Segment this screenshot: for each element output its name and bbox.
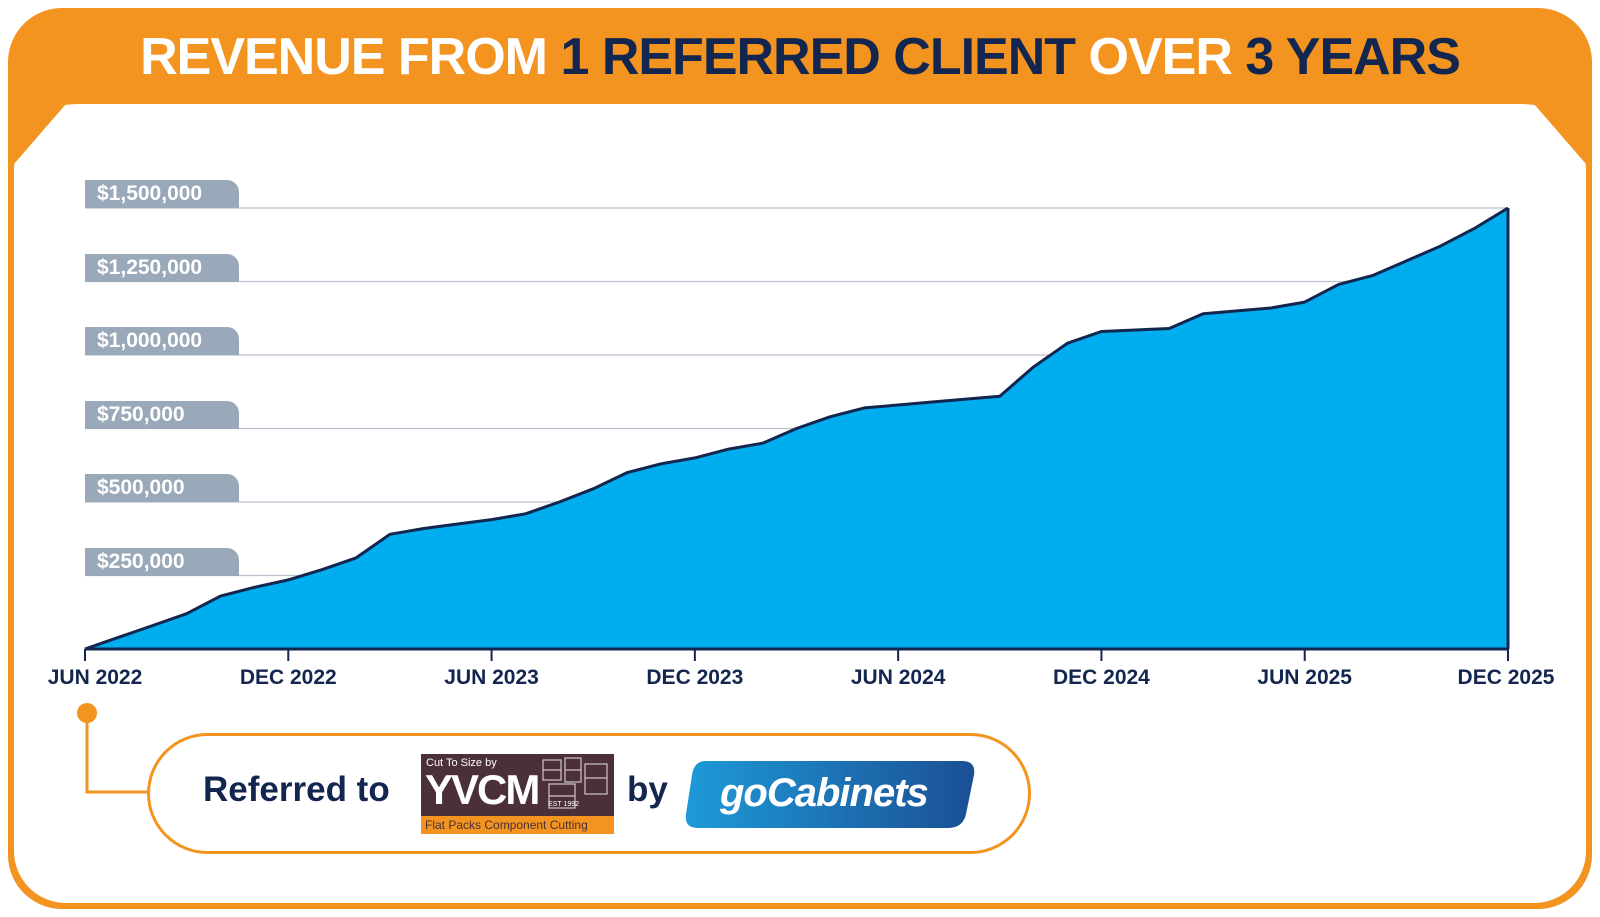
x-tick-label: JUN 2023 [444, 666, 539, 689]
x-tick-label: DEC 2025 [1457, 666, 1555, 689]
yvcm-est: EST 1992 [548, 801, 580, 808]
title-part-2: 1 REFERRED CLIENT [560, 28, 1076, 86]
yvcm-services: Flat Packs Component Cutting [421, 816, 614, 834]
title-part-1: REVENUE FROM [140, 28, 561, 86]
x-tick-label: JUN 2022 [47, 666, 143, 689]
gocabinets-name: goCabinets [720, 771, 929, 815]
y-tick-label: $750,000 [85, 400, 239, 429]
yvcm-name: YVCM [425, 766, 540, 813]
by-text: by [627, 770, 668, 809]
x-tick-label: DEC 2024 [1052, 666, 1150, 689]
y-tick-label: $1,000,000 [85, 327, 239, 355]
x-tick-label: JUN 2025 [1257, 666, 1352, 689]
referred-to-text: Referred to [203, 770, 390, 809]
y-tick-label: $500,000 [85, 474, 239, 502]
y-tick-label: $1,250,000 [85, 253, 239, 282]
yvcm-logo: Cut To Size by YVCM EST 1992 Flat Packs … [421, 754, 614, 834]
connector-line [85, 713, 148, 794]
y-tick-label: $250,000 [85, 547, 239, 576]
title-part-4: 3 YEARS [1245, 28, 1461, 86]
x-tick-label: JUN 2024 [850, 666, 946, 689]
x-tick-label: DEC 2022 [239, 666, 337, 689]
chart-title: REVENUE FROM 1 REFERRED CLIENT OVER 3 YE… [0, 22, 1600, 92]
revenue-line [84, 206, 1509, 651]
flat-pack-drawing-icon [542, 757, 608, 809]
yvcm-tagline: Cut To Size by [426, 757, 497, 769]
gocabinets-logo-badge [685, 761, 975, 828]
y-tick-label: $1,500,000 [85, 180, 239, 208]
x-tick-label: DEC 2023 [646, 666, 744, 689]
title-part-3: OVER [1075, 28, 1246, 86]
